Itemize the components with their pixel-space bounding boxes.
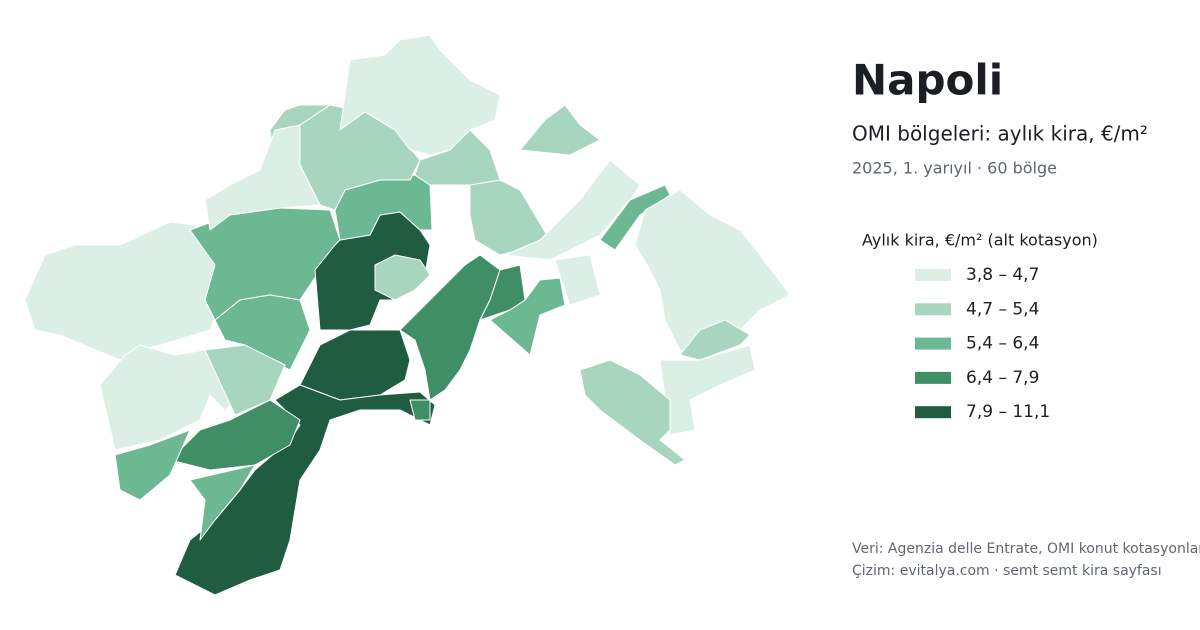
- legend-label: 6,4 – 7,9: [966, 368, 1039, 388]
- map-region: [189, 464, 256, 541]
- map-region: [204, 124, 321, 231]
- subtitle: OMI bölgeleri: aylık kira, €/m²: [852, 122, 1148, 146]
- map-region: [339, 34, 501, 156]
- map-region: [169, 399, 301, 471]
- map-region: [504, 159, 641, 261]
- legend-swatch: [915, 303, 951, 316]
- map-region: [299, 329, 411, 401]
- map-region: [599, 184, 671, 251]
- legend-swatch: [915, 269, 951, 281]
- period: 2025, 1. yarıyıl · 60 bölge: [852, 159, 1057, 178]
- map-region: [409, 399, 431, 421]
- title: Napoli: [852, 56, 1003, 105]
- legend-swatch: [915, 371, 951, 384]
- map-region: [489, 277, 566, 356]
- source-note: Veri: Agenzia delle Entrate, OMI konut k…: [852, 541, 1200, 557]
- map-region: [24, 221, 221, 361]
- map-region: [519, 104, 601, 156]
- legend-label: 3,8 – 4,7: [966, 265, 1039, 285]
- map-region: [634, 189, 791, 361]
- legend-label: 7,9 – 11,1: [966, 402, 1050, 422]
- map-region: [579, 359, 686, 466]
- legend-label: 5,4 – 6,4: [966, 334, 1039, 354]
- legend-title: Aylık kira, €/m² (alt kotasyon): [862, 231, 1098, 250]
- legend-swatch: [915, 337, 951, 350]
- map-region: [214, 294, 311, 371]
- map-region: [114, 429, 191, 501]
- legend-label: 4,7 – 5,4: [966, 299, 1039, 319]
- legend: 3,8 – 4,7 4,7 – 5,4 5,4 – 6,4 6,4 – 7,9 7,9 …: [915, 265, 1050, 422]
- map-region: [554, 254, 601, 306]
- credit-note: Çizim: evitalya.com · semt semt kira say…: [852, 563, 1162, 579]
- map-region: [204, 344, 286, 416]
- map-region: [659, 344, 756, 436]
- map: [24, 34, 791, 596]
- legend-swatch: [915, 406, 951, 419]
- map-region: [374, 254, 431, 301]
